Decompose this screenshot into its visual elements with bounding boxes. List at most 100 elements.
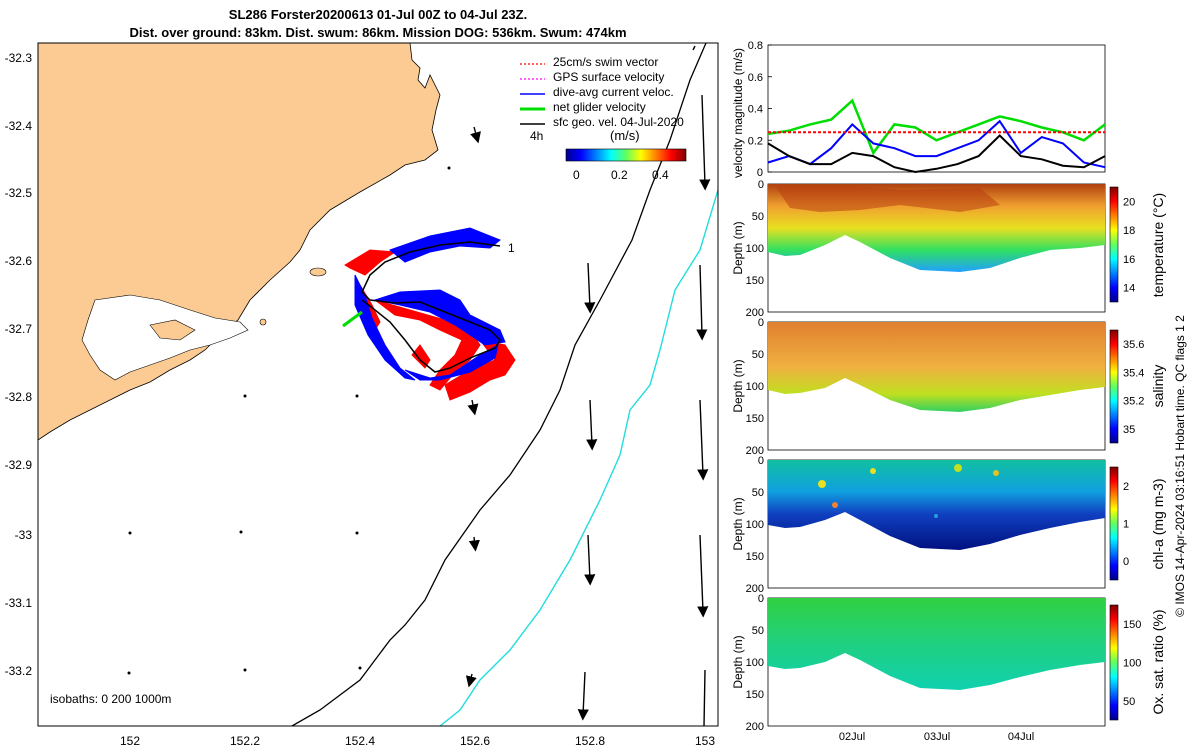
depth-tick: 200 — [746, 307, 764, 319]
velocity-lines — [767, 98, 1106, 174]
depth-tick: 50 — [752, 349, 764, 361]
velocity-plot-area — [767, 44, 1106, 173]
lat-tick: -32.7 — [5, 322, 33, 336]
vector-dot — [127, 671, 131, 675]
geo-arrow — [703, 669, 706, 726]
velocity-ytick: 0.2 — [748, 135, 763, 147]
glider-swim-vectors — [344, 249, 516, 401]
velocity-ytick: 0.4 — [748, 104, 763, 116]
map-colorbar-title: (m/s) — [610, 128, 640, 143]
velocity-ytick: 0.6 — [748, 72, 763, 84]
map-colorbar — [565, 148, 687, 162]
chl-spot — [934, 514, 938, 518]
velocity-series-2 — [767, 134, 1106, 174]
colorbar-tick: 0 — [1123, 556, 1129, 568]
velocity-series-0 — [767, 98, 1106, 156]
chl-spot — [818, 480, 826, 488]
colorbar-tick: 50 — [1123, 696, 1135, 708]
small-vector-dots — [127, 166, 451, 675]
temperature-colorbar-label: temperature (°C) — [1150, 193, 1166, 297]
oxygen-colorbar-label: Ox. sat. ratio (%) — [1150, 609, 1166, 714]
depth-tick: 150 — [746, 413, 764, 425]
depth-tick: 200 — [746, 583, 764, 595]
colorbar-tick: 1 — [1123, 519, 1129, 531]
temperature-panel: 0 50 100 150 200 Depth (m) 14 16 18 20 temperat… — [731, 179, 1166, 319]
lon-tick: 152.4 — [345, 734, 375, 748]
colorbar-tick: 35.2 — [1123, 396, 1144, 408]
depth-tick: 100 — [746, 381, 764, 393]
lat-tick: -33 — [15, 528, 33, 542]
map-colorbar-tick-2: 0.4 — [652, 168, 669, 182]
legend-net-velocity: net glider velocity — [553, 100, 646, 114]
salinity-colorbar-ticks: 35 35.2 35.4 35.6 — [1123, 339, 1144, 436]
chl-spot — [954, 464, 962, 472]
vector-dot — [355, 531, 359, 535]
map-panel: 1 — [5, 42, 719, 748]
geo-arrow — [584, 262, 596, 314]
temperature-colorbar-ticks: 14 16 18 20 — [1123, 196, 1135, 294]
lat-tick: -32.3 — [5, 51, 33, 65]
depth-tick: 0 — [758, 179, 764, 191]
map-colorbar-tick-1: 0.2 — [611, 168, 628, 182]
legend-gps-velocity: GPS surface velocity — [553, 70, 664, 84]
temperature-colorbar — [1109, 186, 1119, 303]
glider-track — [361, 241, 501, 373]
vector-dot — [243, 668, 247, 672]
lat-tick: -32.9 — [5, 458, 33, 472]
island — [259, 318, 267, 326]
vector-dot — [355, 394, 359, 398]
oxygen-field — [768, 598, 1105, 690]
net-glider-velocity-arrow — [342, 310, 363, 328]
figure-title-line2: Dist. over ground: 83km. Dist. swum: 86k… — [129, 25, 626, 40]
velocity-ytick: 0.8 — [748, 40, 763, 52]
geo-arrow — [697, 534, 709, 618]
vector-dot — [239, 530, 243, 534]
geo-arrow — [696, 264, 708, 341]
geo-arrow — [584, 534, 596, 586]
depth-tick: 100 — [746, 519, 764, 531]
geo-arrow — [699, 94, 711, 191]
geo-arrow — [577, 671, 589, 721]
lon-tick: 153 — [695, 734, 715, 748]
chlorophyll-ylabel: Depth (m) — [731, 497, 745, 550]
vector-dot — [128, 531, 132, 535]
colorbar-tick: 35.6 — [1123, 339, 1144, 351]
colorbar-tick: 100 — [1123, 658, 1141, 670]
velocity-panel: 0 0.2 0.4 0.6 0.8 velocity magnitude (m/s) — [731, 40, 1106, 179]
geo-arrow — [697, 399, 709, 481]
chlorophyll-hotspots — [818, 464, 999, 518]
map-lon-ticks: 152 152.2 152.4 152.6 152.8 153 — [120, 734, 715, 748]
salinity-panel: 0 50 100 150 200 Depth (m) 35 35.2 35.4 35.6 sa… — [731, 317, 1166, 457]
vector-dot — [447, 166, 451, 170]
chlorophyll-yticks: 0 50 100 150 200 — [746, 455, 764, 595]
chlorophyll-field — [768, 460, 1105, 550]
salinity-field — [768, 322, 1105, 412]
salinity-yticks: 0 50 100 150 200 — [746, 317, 764, 457]
depth-tick: 0 — [758, 317, 764, 329]
depth-tick: 0 — [758, 455, 764, 467]
colorbar-tick: 35.4 — [1123, 367, 1144, 379]
depth-tick: 150 — [746, 689, 764, 701]
salinity-colorbar-label: salinity — [1150, 365, 1166, 408]
chlorophyll-panel: 0 50 100 150 200 Depth (m) 0 1 2 chl-a (mg m-3… — [731, 455, 1166, 595]
lon-tick: 152.2 — [230, 734, 260, 748]
lake — [149, 319, 196, 341]
temperature-yticks: 0 50 100 150 200 — [746, 179, 764, 319]
geo-arrow — [465, 673, 477, 688]
salinity-colorbar — [1109, 329, 1119, 444]
figure-title-line1: SL286 Forster20200613 01-Jul 00Z to 04-J… — [229, 7, 527, 22]
lat-tick: -32.4 — [5, 119, 33, 133]
geo-arrow — [470, 126, 481, 144]
vector-dot — [358, 666, 362, 670]
depth-tick: 150 — [746, 275, 764, 287]
colorbar-tick: 150 — [1123, 619, 1141, 631]
chl-spot — [870, 468, 876, 474]
depth-tick: 50 — [752, 625, 764, 637]
colorbar-tick: 2 — [1123, 481, 1129, 493]
duration-label: 4h — [530, 129, 543, 143]
lat-tick: -32.8 — [5, 390, 33, 404]
oxygen-panel: 0 50 100 150 200 Depth (m) 50 100 150 Ox. sat.… — [731, 593, 1166, 743]
depth-tick: 200 — [746, 445, 764, 457]
glider-current-vectors — [354, 227, 506, 381]
depth-tick: 50 — [752, 211, 764, 223]
